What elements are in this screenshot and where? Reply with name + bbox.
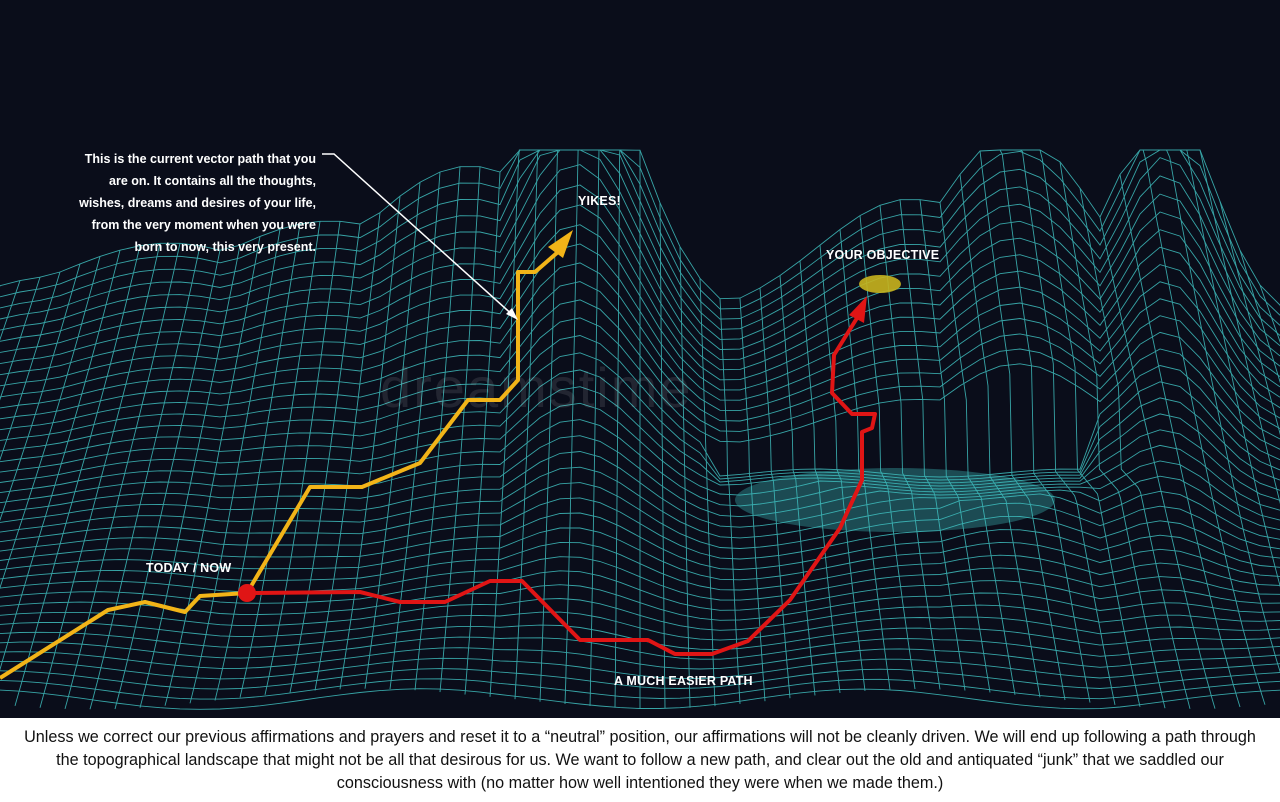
callout-pointer-line <box>322 153 517 319</box>
topographic-scene: dreamstime This is the current vector pa… <box>0 0 1280 718</box>
caption-text: Unless we correct our previous affirmati… <box>0 718 1280 802</box>
wireframe-landscape <box>0 149 1280 710</box>
current-path-callout: This is the current vector path that you… <box>79 152 316 254</box>
easier-path-label: A MUCH EASIER PATH <box>614 674 753 688</box>
path-overlay <box>0 153 901 680</box>
watermark: dreamstime <box>380 356 693 419</box>
today-now-label: TODAY / NOW <box>146 561 232 575</box>
easier-path-line <box>246 316 877 656</box>
current-path-arrowhead <box>548 230 573 258</box>
current-path-line <box>0 250 560 680</box>
yikes-label: YIKES! <box>578 194 621 208</box>
callout-pointer-arrowhead <box>506 308 518 320</box>
objective-marker <box>859 275 901 293</box>
today-marker <box>238 584 256 602</box>
objective-label: YOUR OBJECTIVE <box>826 248 940 262</box>
easier-path-arrowhead <box>849 296 867 323</box>
